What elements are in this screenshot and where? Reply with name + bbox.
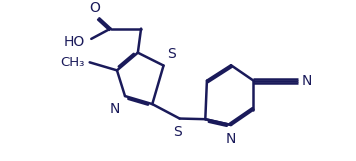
Text: N: N: [226, 132, 236, 146]
Text: N: N: [109, 102, 120, 116]
Text: S: S: [167, 47, 176, 61]
Text: CH₃: CH₃: [61, 56, 85, 69]
Text: N: N: [302, 74, 312, 88]
Text: O: O: [90, 1, 100, 15]
Text: HO: HO: [64, 35, 85, 49]
Text: S: S: [173, 125, 182, 139]
